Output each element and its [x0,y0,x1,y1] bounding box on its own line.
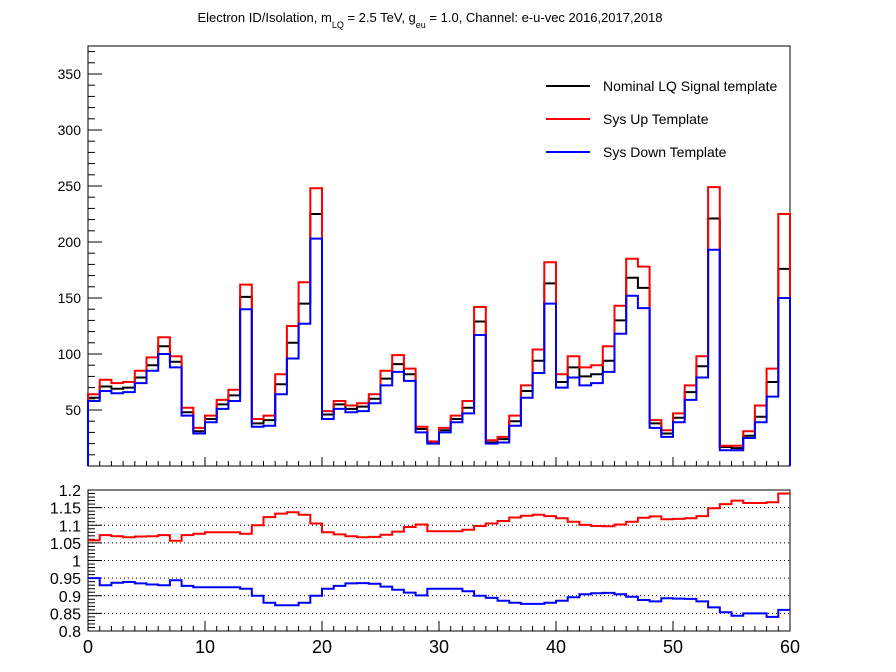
ratio-y-tick-label: 0.95 [50,571,81,588]
ratio-grid [88,507,790,614]
chart-title: Electron ID/Isolation, mLQ = 2.5 TeV, ge… [197,10,662,30]
ratio-series-line-ratio-up [88,492,790,542]
main-y-tick-label: 50 [65,402,81,418]
ratio-x-tick-label: 40 [546,637,566,657]
ratio-x-tick-label: 10 [195,637,215,657]
ratio-y-tick-label: 0.9 [59,589,81,606]
main-y-tick-label: 250 [58,178,82,194]
legend-label-sys-up: Sys Up Template [603,111,709,127]
ratio-y-tick-label: 0.8 [59,624,81,641]
ratio-x-tick-label: 20 [312,637,332,657]
main-y-tick-label: 350 [58,66,82,82]
ratio-x-tick-label: 30 [429,637,449,657]
main-axis-ticks: 50 100 150 200 250 300 350 [58,51,779,466]
main-y-tick-label: 150 [58,290,82,306]
ratio-y-tick-label: 0.85 [50,606,81,623]
ratio-y-tick-label: 1.2 [59,483,81,500]
ratio-y-tick-label: 1 [72,554,81,571]
ratio-y-tick-label: 1.15 [50,501,81,518]
ratio-x-tick-label: 50 [663,637,683,657]
ratio-series-group [88,492,790,618]
main-y-tick-label: 300 [58,122,82,138]
main-series-group [87,186,791,466]
ratio-y-tick-label: 1.05 [50,536,81,553]
legend: Nominal LQ Signal template Sys Up Templa… [546,78,778,160]
ratio-x-tick-label: 0 [83,637,93,657]
main-plot: 50 100 150 200 250 300 350 Nominal LQ Signal t… [58,45,791,467]
legend-label-nominal: Nominal LQ Signal template [603,78,778,94]
main-y-tick-label: 100 [58,346,82,362]
ratio-series-line-ratio-down [88,577,790,618]
ratio-y-tick-label: 1.1 [59,518,81,535]
main-series-line-sys-down [87,237,791,466]
ratio-x-tick-label: 60 [780,637,800,657]
legend-label-sys-down: Sys Down Template [603,144,727,160]
main-y-tick-label: 200 [58,234,82,250]
